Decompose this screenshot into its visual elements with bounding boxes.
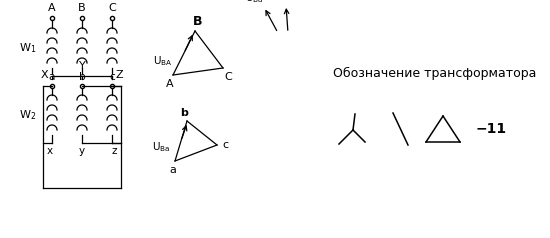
Text: B: B [193,15,203,28]
Text: −11: −11 [476,122,507,136]
Text: b: b [180,108,188,118]
Text: U$_{\rm BA}$: U$_{\rm BA}$ [153,54,173,68]
Text: U$_{\rm Ba}$: U$_{\rm Ba}$ [245,0,263,5]
Text: A: A [166,79,174,89]
Text: a: a [49,72,55,82]
Text: Обозначение трансформатора: Обозначение трансформатора [333,66,537,79]
Text: a: a [169,165,177,175]
Text: Y: Y [79,61,85,71]
Text: W$_1$: W$_1$ [19,41,37,55]
Text: c: c [109,72,115,82]
Text: X: X [40,70,48,80]
Text: b: b [79,72,85,82]
Text: C: C [224,72,232,82]
Text: Z: Z [116,70,124,80]
Text: c: c [222,140,228,150]
Text: x: x [47,146,53,156]
Text: y: y [79,146,85,156]
Text: B: B [78,3,86,13]
Text: U$_{\rm Ba}$: U$_{\rm Ba}$ [152,140,170,154]
Text: W$_2$: W$_2$ [19,108,37,122]
Text: z: z [111,146,117,156]
Text: C: C [108,3,116,13]
Text: A: A [48,3,56,13]
Text: U$_{\rm BA}$: U$_{\rm BA}$ [288,0,308,3]
